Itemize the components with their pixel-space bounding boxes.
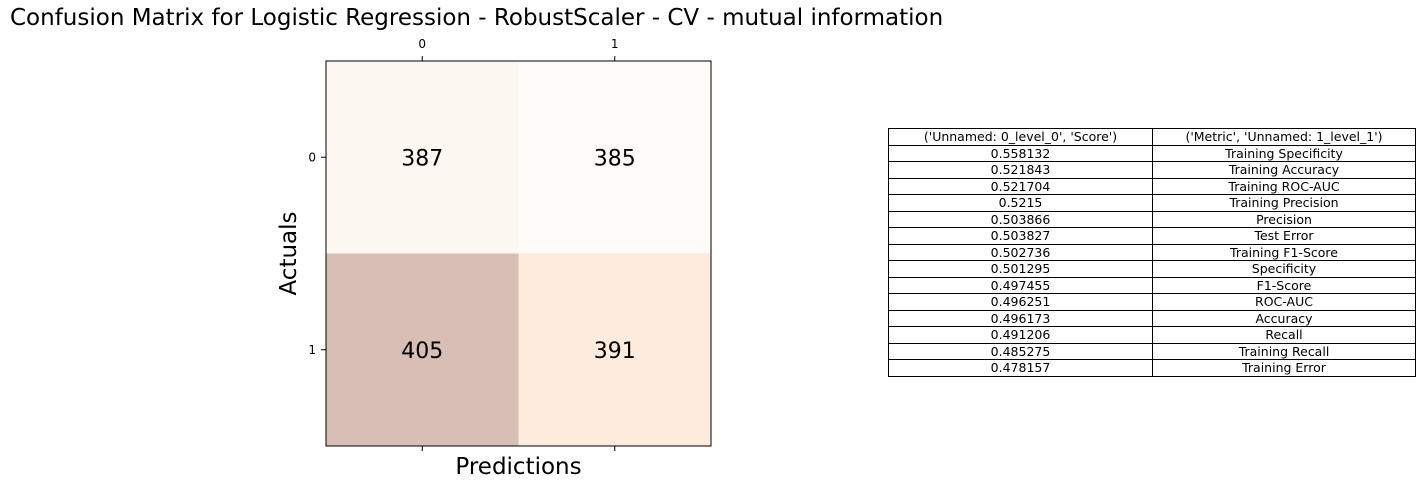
matrix-cell bbox=[518, 253, 711, 446]
score-cell: 0.502736 bbox=[888, 243, 1153, 261]
y-axis-label: Actuals bbox=[276, 211, 302, 295]
table-row: 0.558132 Training Specificity bbox=[888, 144, 1416, 162]
metric-cell: Accuracy bbox=[1152, 309, 1416, 327]
table-row: 0.496251 ROC-AUC bbox=[888, 293, 1416, 311]
metric-cell: Training ROC-AUC bbox=[1152, 177, 1416, 195]
score-cell: 0.496173 bbox=[888, 309, 1153, 327]
metrics-table: ('Unnamed: 0_level_0', 'Score') ('Metric… bbox=[888, 128, 1416, 377]
matrix-cell bbox=[326, 61, 519, 254]
matrix-cell bbox=[326, 253, 519, 446]
score-cell: 0.478157 bbox=[888, 359, 1153, 377]
metric-cell: Precision bbox=[1152, 210, 1416, 228]
metric-cell: Training Specificity bbox=[1152, 144, 1416, 162]
cell-value-label: 385 bbox=[594, 146, 636, 171]
metric-cell: Training Precision bbox=[1152, 194, 1416, 212]
cell-value-label: 391 bbox=[594, 339, 636, 364]
metric-cell: Test Error bbox=[1152, 227, 1416, 245]
metric-cell: Training Accuracy bbox=[1152, 161, 1416, 179]
score-cell: 0.558132 bbox=[888, 144, 1153, 162]
table-header-metric: ('Metric', 'Unnamed: 1_level_1') bbox=[1152, 128, 1416, 146]
table-body: 0.558132 Training Specificity 0.521843 Trai… bbox=[888, 144, 1416, 377]
table-header-row: ('Unnamed: 0_level_0', 'Score') ('Metric… bbox=[888, 128, 1416, 146]
cell-value-label: 405 bbox=[401, 339, 443, 364]
table-row: 0.497455 F1-Score bbox=[888, 276, 1416, 294]
score-cell: 0.497455 bbox=[888, 276, 1153, 294]
table-row: 0.521843 Training Accuracy bbox=[888, 161, 1416, 179]
score-cell: 0.521843 bbox=[888, 161, 1153, 179]
cell-value-label: 387 bbox=[401, 146, 443, 171]
table-row: 0.503827 Test Error bbox=[888, 227, 1416, 245]
table-row: 0.478157 Training Error bbox=[888, 359, 1416, 377]
score-cell: 0.491206 bbox=[888, 326, 1153, 344]
metric-cell: ROC-AUC bbox=[1152, 293, 1416, 311]
metric-cell: Training F1-Score bbox=[1152, 243, 1416, 261]
table-row: 0.521704 Training ROC-AUC bbox=[888, 177, 1416, 195]
x-tick-label: 0 bbox=[418, 37, 426, 51]
table-header-score: ('Unnamed: 0_level_0', 'Score') bbox=[888, 128, 1153, 146]
table-row: 0.502736 Training F1-Score bbox=[888, 243, 1416, 261]
metric-cell: F1-Score bbox=[1152, 276, 1416, 294]
metric-cell: Training Recall bbox=[1152, 342, 1416, 360]
table-row: 0.496173 Accuracy bbox=[888, 309, 1416, 327]
x-axis-label: Predictions bbox=[455, 454, 581, 480]
y-tick-label: 1 bbox=[308, 343, 316, 357]
x-tick-label: 1 bbox=[611, 37, 619, 51]
table-row: 0.501295 Specificity bbox=[888, 260, 1416, 278]
metric-cell: Recall bbox=[1152, 326, 1416, 344]
score-cell: 0.503866 bbox=[888, 210, 1153, 228]
confusion-matrix-chart: 387 385 405 391 0 1 0 1 Predictions Actuals bbox=[276, 37, 712, 480]
table-row: 0.491206 Recall bbox=[888, 326, 1416, 344]
matrix-cell bbox=[518, 61, 711, 254]
table-row: 0.485275 Training Recall bbox=[888, 342, 1416, 360]
chart-title: Confusion Matrix for Logistic Regression… bbox=[10, 5, 944, 31]
score-cell: 0.503827 bbox=[888, 227, 1153, 245]
metric-cell: Specificity bbox=[1152, 260, 1416, 278]
metric-cell: Training Error bbox=[1152, 359, 1416, 377]
plot-frame bbox=[325, 60, 712, 447]
table-row: 0.5215 Training Precision bbox=[888, 194, 1416, 212]
score-cell: 0.5215 bbox=[888, 194, 1153, 212]
score-cell: 0.521704 bbox=[888, 177, 1153, 195]
y-tick-label: 0 bbox=[308, 150, 316, 164]
table-row: 0.503866 Precision bbox=[888, 210, 1416, 228]
score-cell: 0.485275 bbox=[888, 342, 1153, 360]
score-cell: 0.496251 bbox=[888, 293, 1153, 311]
score-cell: 0.501295 bbox=[888, 260, 1153, 278]
